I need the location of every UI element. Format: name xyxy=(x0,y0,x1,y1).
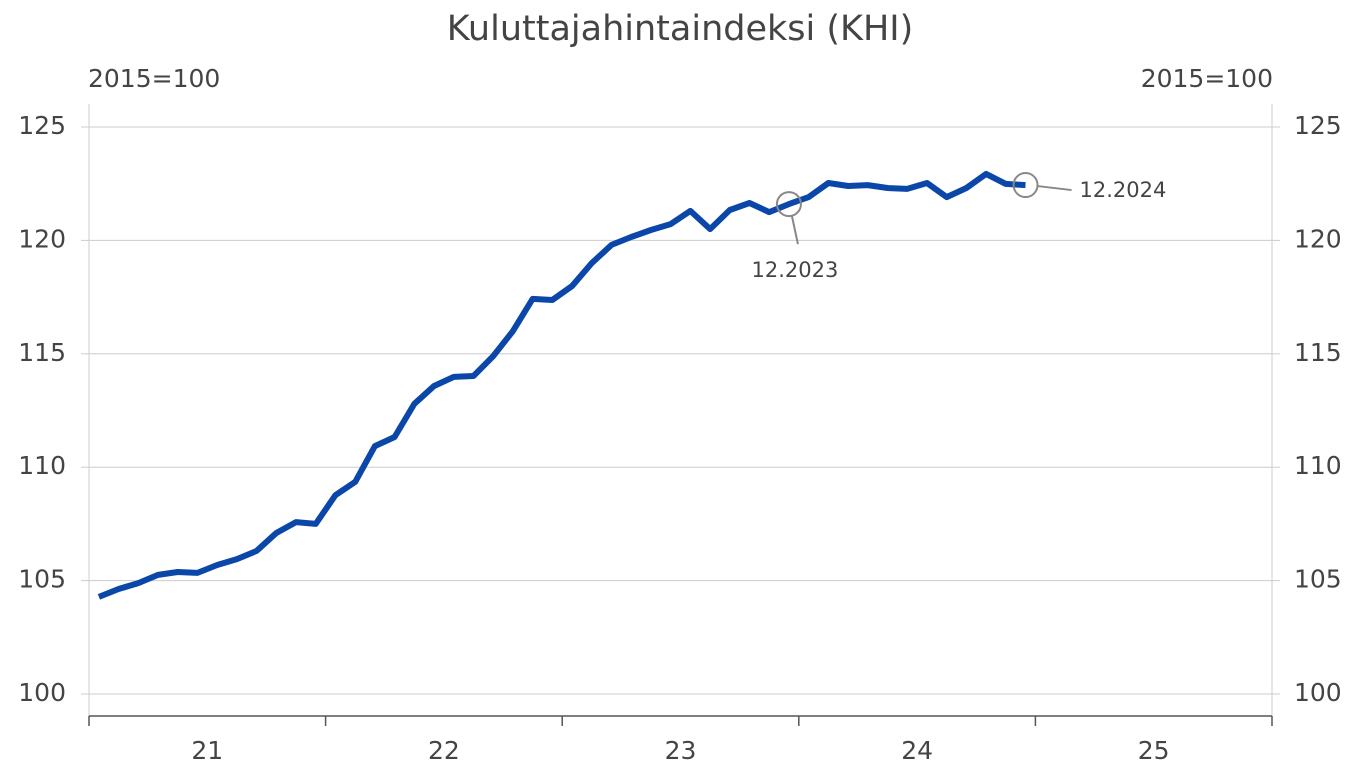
y-tick-label: 115 xyxy=(18,338,66,367)
y2-tick-label: 110 xyxy=(1294,451,1342,480)
y2-tick-label: 105 xyxy=(1294,565,1342,594)
chart-title: Kuluttajahintaindeksi (KHI) xyxy=(447,9,914,49)
y-tick-label: 120 xyxy=(18,224,66,253)
annotation-leader xyxy=(1037,185,1072,192)
y2-tick-label: 115 xyxy=(1294,338,1342,367)
y-axis-label: 2015=100 xyxy=(88,64,220,93)
y-tick-label: 100 xyxy=(18,678,66,707)
annotation-marker xyxy=(775,191,802,218)
x-tick-label: 21 xyxy=(191,736,223,765)
y2-tick-label: 125 xyxy=(1294,111,1342,140)
annotation-leader xyxy=(790,215,799,245)
x-tick-label: 24 xyxy=(901,736,933,765)
y2-tick-label: 100 xyxy=(1294,678,1342,707)
y-tick-label: 110 xyxy=(18,451,66,480)
annotation-label: 12.2023 xyxy=(752,258,839,282)
y-tick-label: 105 xyxy=(18,565,66,594)
series-line xyxy=(97,170,1026,600)
x-tick-label: 23 xyxy=(665,736,697,765)
annotation-marker xyxy=(1012,172,1039,199)
y2-axis-label: 2015=100 xyxy=(1141,64,1273,93)
x-tick-label: 22 xyxy=(428,736,460,765)
y2-tick-label: 120 xyxy=(1294,224,1342,253)
y-tick-label: 125 xyxy=(18,111,66,140)
x-tick-label: 25 xyxy=(1138,736,1170,765)
annotation-label: 12.2024 xyxy=(1080,178,1167,202)
